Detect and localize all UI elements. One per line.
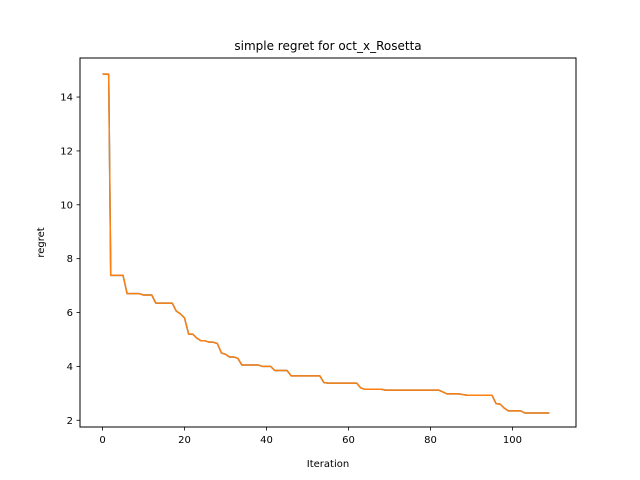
x-tick-label: 20 <box>178 435 191 446</box>
x-tick-label: 40 <box>260 435 273 446</box>
y-tick-label: 12 <box>60 146 73 157</box>
y-tick-label: 14 <box>60 93 73 104</box>
series-layer <box>102 73 550 414</box>
plot-area <box>80 58 576 427</box>
x-tick-label: 80 <box>424 435 437 446</box>
y-tick-label: 4 <box>67 362 73 373</box>
y-tick-label: 8 <box>67 254 73 265</box>
plot-frame <box>79 57 577 428</box>
y-tick-label: 2 <box>67 416 73 427</box>
x-tick-label: 0 <box>99 435 105 446</box>
series-line <box>102 73 550 414</box>
x-tick-label: 60 <box>342 435 355 446</box>
y-tick-label: 10 <box>60 200 73 211</box>
y-tick-label: 6 <box>67 308 73 319</box>
y-axis-label: regret <box>36 227 47 257</box>
x-axis-ticks: 0 20 40 60 80 100 <box>99 427 522 446</box>
y-axis-ticks: 2 4 6 8 10 12 14 <box>60 93 80 427</box>
x-axis-label: Iteration <box>307 459 349 470</box>
x-tick-label: 100 <box>503 435 522 446</box>
chart-title: simple regret for oct_x_Rosetta <box>234 39 421 53</box>
